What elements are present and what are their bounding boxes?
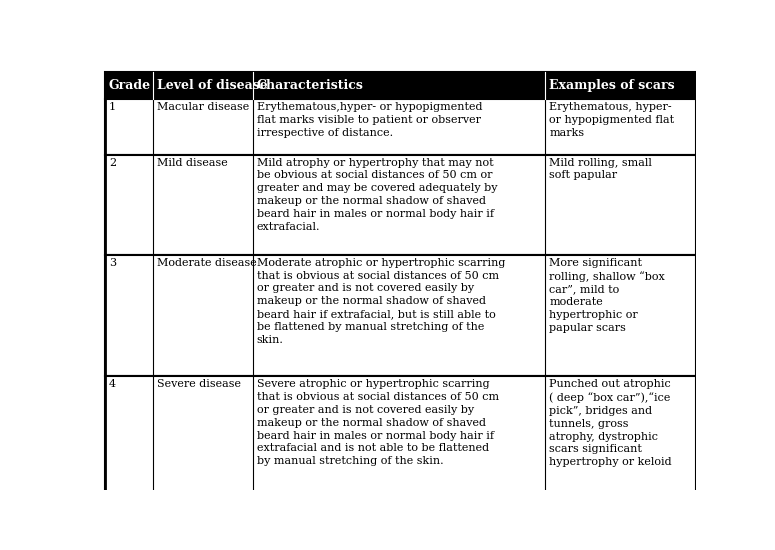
Text: Characteristics: Characteristics: [257, 79, 363, 92]
Text: Level of disease: Level of disease: [157, 79, 267, 92]
Text: Mild atrophy or hypertrophy that may not
be obvious at social distances of 50 cm: Mild atrophy or hypertrophy that may not…: [257, 158, 498, 232]
Bar: [105, 376, 696, 521]
Text: Erythematous, hyper-
or hypopigmented flat
marks: Erythematous, hyper- or hypopigmented fl…: [549, 102, 674, 138]
Text: Moderate atrophic or hypertrophic scarring
that is obvious at social distances o: Moderate atrophic or hypertrophic scarri…: [257, 258, 505, 344]
Text: 1: 1: [109, 102, 116, 112]
Text: Grade: Grade: [109, 79, 151, 92]
Text: Erythematous,hyper- or hypopigmented
flat marks visible to patient or observer
i: Erythematous,hyper- or hypopigmented fla…: [257, 102, 482, 138]
Text: Severe atrophic or hypertrophic scarring
that is obvious at social distances of : Severe atrophic or hypertrophic scarring…: [257, 379, 499, 466]
Text: Severe disease: Severe disease: [157, 379, 240, 389]
Bar: [105, 72, 696, 99]
Text: Mild rolling, small
soft papular: Mild rolling, small soft papular: [549, 158, 652, 180]
Text: Examples of scars: Examples of scars: [549, 79, 675, 92]
Text: 2: 2: [109, 158, 116, 168]
Bar: [105, 155, 696, 255]
Text: Macular disease: Macular disease: [157, 102, 249, 112]
Text: 4: 4: [109, 379, 116, 389]
Text: Mild disease: Mild disease: [157, 158, 227, 168]
Text: Moderate disease: Moderate disease: [157, 258, 257, 268]
Bar: [105, 99, 696, 155]
Text: Punched out atrophic
( deep “box car”),“ice
pick”, bridges and
tunnels, gross
at: Punched out atrophic ( deep “box car”),“…: [549, 379, 672, 467]
Text: More significant
rolling, shallow “box
car”, mild to
moderate
hypertrophic or
pa: More significant rolling, shallow “box c…: [549, 258, 665, 333]
Bar: [105, 255, 696, 376]
Text: 3: 3: [109, 258, 116, 268]
